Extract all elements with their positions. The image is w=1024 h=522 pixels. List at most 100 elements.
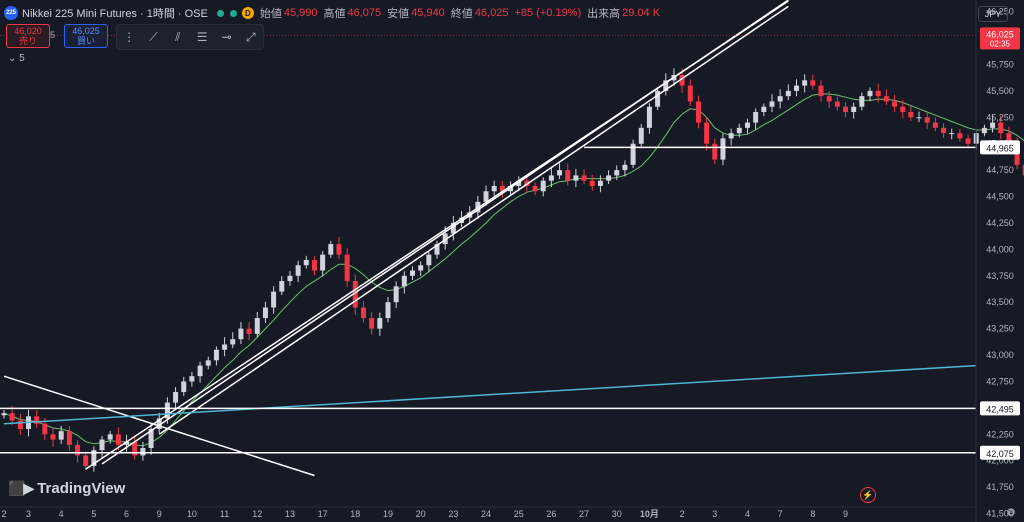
candle [336, 237, 342, 260]
candle-body [826, 96, 832, 102]
candle-body [1, 413, 7, 416]
time-tick-label: 26 [546, 509, 556, 519]
candle-body [9, 413, 15, 421]
candle-body [99, 439, 105, 451]
symbol-title[interactable]: Nikkei 225 Mini Futures · 1時間 · OSE [22, 8, 208, 20]
candle [91, 446, 97, 472]
candle-body [230, 339, 236, 345]
trendline-white [158, 5, 789, 435]
nikkei-logo-icon: 225 [4, 6, 18, 20]
candle [810, 74, 816, 90]
candle-body [91, 450, 97, 466]
candle-body [483, 191, 489, 202]
candle [818, 80, 824, 102]
trendline-tool-icon[interactable]: ⟋ [149, 29, 158, 44]
candle [262, 301, 268, 323]
price-tick-label: 43,750 [986, 271, 1014, 281]
currency-selector[interactable]: JPY [978, 6, 1008, 22]
drag-handle-icon[interactable]: ⋮ [123, 30, 136, 44]
candle [581, 169, 587, 185]
candle [548, 168, 554, 188]
time-tick-label: 17 [318, 509, 328, 519]
candle-body [410, 270, 415, 276]
candle-body [540, 180, 546, 192]
candle-body [941, 127, 947, 134]
current-price-box [980, 27, 1020, 50]
time-tick-label: 19 [383, 509, 393, 519]
candle-body [589, 180, 595, 186]
candle-body [1022, 164, 1024, 176]
candle [377, 312, 383, 336]
lightning-icon[interactable]: ⚡ [860, 487, 876, 503]
time-tick-label: 9 [157, 509, 162, 519]
candle-body [957, 133, 963, 139]
candle [687, 79, 693, 106]
time-axis[interactable]: 2 3 4 5 6 9 10 11 12 13 17 18 19 20 23 24 25 26 27 30 10月 2 3 4… [1, 509, 848, 519]
candle [83, 451, 89, 471]
candle [614, 165, 620, 181]
horizontal-ray-icon[interactable]: ⊸ [221, 30, 232, 44]
candle [181, 376, 187, 396]
candle-body [998, 122, 1004, 134]
open-label: 始値 [259, 8, 282, 20]
parallel-channel-icon[interactable]: ⫽ [175, 29, 181, 44]
candle-body [83, 455, 89, 466]
close-label: 終値 [450, 8, 473, 20]
close-value: 46,025 [474, 7, 509, 19]
level-label-text: 42,075 [986, 449, 1014, 459]
candle-body [622, 164, 628, 171]
candle-body [548, 175, 554, 181]
candle-body [728, 133, 734, 139]
price-tick-label: 43,250 [986, 324, 1014, 334]
candle [826, 91, 832, 109]
candle [532, 182, 538, 195]
time-tick-label: 8 [810, 509, 815, 519]
candle-body [875, 90, 881, 97]
candle-body [328, 244, 334, 255]
candle [712, 138, 718, 164]
candle [990, 115, 996, 133]
candle-body [638, 127, 644, 144]
candle-body [173, 392, 179, 403]
time-tick-label: 24 [481, 509, 491, 519]
candle-body [916, 117, 922, 119]
price-tick-label: 45,750 [986, 59, 1014, 69]
candle-body [336, 244, 342, 255]
candle-body [744, 122, 750, 128]
candle [704, 117, 710, 151]
candle [213, 346, 219, 366]
trendlines-layer[interactable] [3, 0, 977, 477]
candle-body [238, 328, 244, 340]
candle [499, 181, 505, 198]
buy-label: 買い [76, 36, 95, 46]
candle [573, 169, 579, 188]
candle-body [148, 429, 154, 449]
candle [900, 100, 906, 119]
indicators-toggle[interactable]: ⌄ 5 [8, 53, 25, 64]
sell-button[interactable]: 46,020 売り [6, 24, 50, 48]
price-tick-label: 44,500 [986, 192, 1014, 202]
sell-price: 46,020 [14, 26, 42, 36]
candle [834, 96, 840, 111]
candle [393, 281, 399, 308]
candle [638, 124, 644, 149]
candle-body [908, 112, 914, 118]
candle-body [818, 85, 824, 97]
time-tick-label: 10月 [640, 509, 659, 519]
candle-body [761, 106, 767, 113]
candle [1022, 164, 1024, 176]
time-tick-label: 18 [350, 509, 360, 519]
candle-body [164, 402, 170, 419]
time-tick-label: 3 [26, 509, 31, 519]
fib-retracement-icon[interactable]: ☰ [196, 30, 208, 44]
delayed-badge[interactable]: D [241, 7, 254, 19]
ray-tool-icon[interactable]: ⤢ [245, 29, 256, 44]
candle [589, 174, 595, 191]
candle [66, 426, 72, 451]
buy-button[interactable]: 46,025 買い [64, 24, 108, 48]
gear-icon[interactable]: ⚙ [1006, 507, 1016, 519]
candle-body [769, 101, 775, 107]
candle [197, 361, 203, 383]
